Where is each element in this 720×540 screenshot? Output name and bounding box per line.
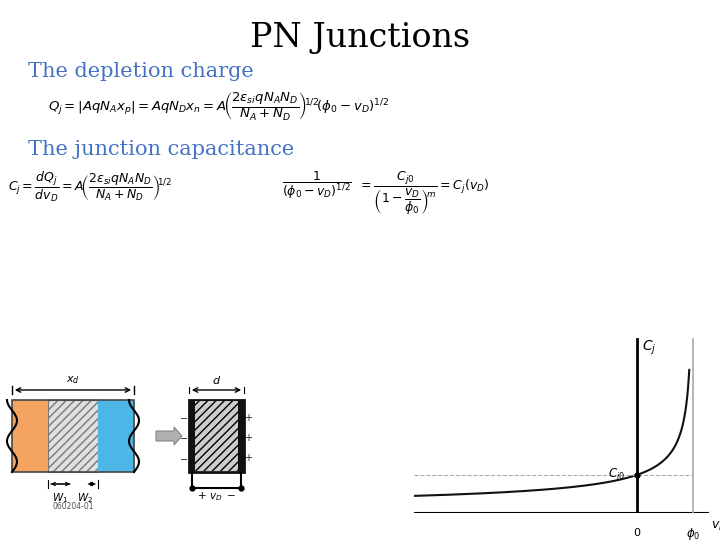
Bar	[12, 400, 48, 472]
Bar	[189, 400, 244, 472]
Text: $+$: $+$	[245, 452, 253, 463]
Text: $C_j$: $C_j$	[642, 339, 657, 357]
Text: $W_2$: $W_2$	[78, 491, 94, 505]
Text: PN Junctions: PN Junctions	[250, 22, 470, 54]
Bar	[195, 401, 238, 471]
FancyArrow shape	[156, 427, 182, 445]
Text: $-$: $-$	[179, 412, 189, 422]
Bar	[98, 400, 134, 472]
Text: $C_j = \dfrac{dQ_j}{dv_D} = A\!\left(\dfrac{2\varepsilon_{si}qN_A N_D}{N_A + N_D: $C_j = \dfrac{dQ_j}{dv_D} = A\!\left(\df…	[8, 170, 172, 204]
Bar	[189, 400, 195, 472]
Text: $C_{j0}$: $C_{j0}$	[608, 466, 626, 483]
Text: $+\ v_D\ -$: $+\ v_D\ -$	[197, 490, 236, 503]
Text: $\dfrac{1}{(\phi_0 - v_D)^{1/2}}$: $\dfrac{1}{(\phi_0 - v_D)^{1/2}}$	[282, 170, 352, 201]
Bar	[12, 400, 134, 472]
Text: $= \dfrac{C_{j0}}{\left(1 - \dfrac{v_D}{\phi_0}\right)^{\!m}} = C_j(v_D)$: $= \dfrac{C_{j0}}{\left(1 - \dfrac{v_D}{…	[358, 170, 490, 217]
Text: $W_1$: $W_1$	[53, 491, 68, 505]
Text: $\phi_0$: $\phi_0$	[686, 526, 701, 540]
Bar	[48, 400, 98, 472]
Text: $+$: $+$	[245, 432, 253, 443]
Text: The depletion charge: The depletion charge	[28, 62, 253, 81]
Bar	[238, 400, 244, 472]
Text: $-$: $-$	[179, 433, 189, 442]
Text: $x_d$: $x_d$	[66, 374, 80, 386]
Text: $d$: $d$	[212, 374, 221, 386]
Text: 060204-01: 060204-01	[53, 502, 94, 511]
Text: $Q_j = \left|AqN_A x_p\right| = AqN_D x_n = A\!\left(\dfrac{2\varepsilon_{si}qN_: $Q_j = \left|AqN_A x_p\right| = AqN_D x_…	[48, 90, 390, 122]
Text: $+$: $+$	[245, 412, 253, 423]
Text: $-$: $-$	[179, 453, 189, 463]
Text: $0$: $0$	[633, 526, 642, 538]
Text: $v_D$: $v_D$	[711, 520, 720, 533]
Text: The junction capacitance: The junction capacitance	[28, 140, 294, 159]
